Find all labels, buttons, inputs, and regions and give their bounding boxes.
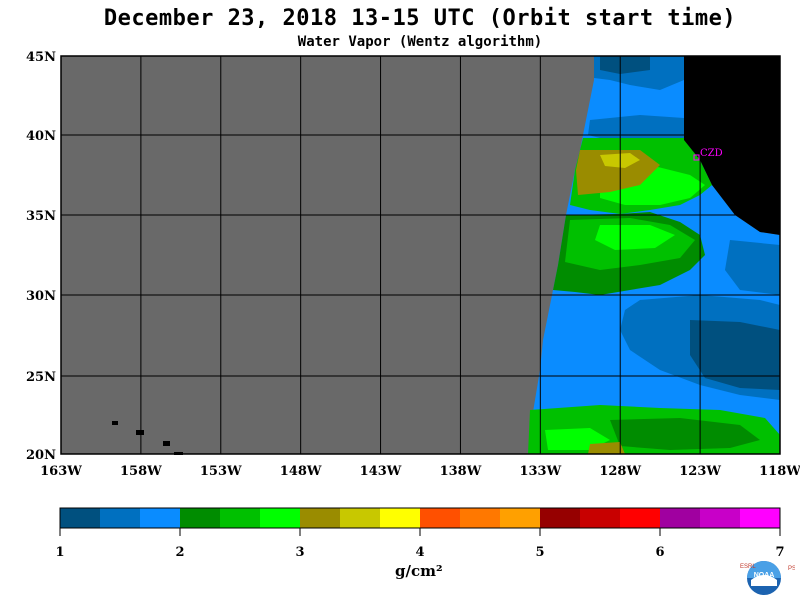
colorbar-swatch: [60, 508, 101, 528]
colorbar-tick-label: 5: [535, 545, 544, 560]
longitude-label: 133W: [519, 464, 561, 479]
latitude-label: 30N: [26, 289, 56, 304]
longitude-label: 138W: [440, 464, 482, 479]
swath-green-lower-lime: [595, 225, 675, 250]
longitude-label: 143W: [360, 464, 402, 479]
colorbar-swatch: [140, 508, 181, 528]
colorbar-swatch: [500, 508, 541, 528]
longitude-label: 118W: [759, 464, 800, 479]
psd-letters: PSD: [788, 566, 795, 572]
colorbar-tick-label: 4: [415, 545, 424, 560]
colorbar-tick-label: 7: [775, 545, 784, 560]
colorbar-swatch: [700, 508, 741, 528]
latitude-label: 35N: [26, 209, 56, 224]
colorbar-swatch: [340, 508, 381, 528]
longitude-label: 123W: [679, 464, 721, 479]
colorbar: [59, 507, 781, 529]
colorbar-swatch: [420, 508, 461, 528]
page-title: December 23, 2018 13-15 UTC (Orbit start…: [103, 6, 737, 31]
swath-green-south-dark: [610, 418, 760, 450]
colorbar-swatch: [300, 508, 341, 528]
colorbar-units: g/cm²: [395, 562, 443, 580]
map-frame: [60, 55, 781, 455]
longitude-label: 158W: [120, 464, 162, 479]
latitude-label: 20N: [26, 448, 56, 463]
swath-darkest-blue-mid: [690, 320, 780, 390]
swath-olive-patch: [576, 150, 660, 195]
colorbar-swatch: [260, 508, 301, 528]
colorbar-swatch: [460, 508, 501, 528]
swath-dark-blue-top-2: [600, 56, 650, 74]
colorbar-swatch: [740, 508, 781, 528]
page-subtitle: Water Vapor (Wentz algorithm): [297, 34, 543, 50]
land-north-america: [684, 56, 780, 235]
longitude-label: 153W: [200, 464, 242, 479]
colorbar-tick-label: 2: [175, 545, 184, 560]
graticule: [61, 56, 780, 454]
station-label: CZD: [700, 148, 723, 159]
colorbar-tick-label: 3: [295, 545, 304, 560]
longitude-label: 128W: [599, 464, 641, 479]
latitude-label: 25N: [26, 370, 56, 385]
longitude-labels: 163W 158W 153W 148W 143W 138W 133W 128W 123W 118W: [40, 464, 800, 479]
colorbar-swatch: [180, 508, 221, 528]
colorbar-ticks: 1 2 3 4 5 6 7: [55, 528, 785, 560]
colorbar-swatch: [660, 508, 701, 528]
noaa-logo: NOAA ESRL PSD: [740, 561, 795, 595]
colorbar-swatch: [620, 508, 661, 528]
colorbar-swatch: [580, 508, 621, 528]
latitude-label: 45N: [26, 50, 56, 65]
longitude-label: 163W: [40, 464, 82, 479]
station-marker-czd: CZD: [693, 148, 723, 161]
colorbar-tick-label: 1: [55, 545, 64, 560]
colorbar-swatch: [100, 508, 141, 528]
latitude-label: 40N: [26, 129, 56, 144]
noaa-logo-text: NOAA: [754, 572, 775, 579]
latitude-labels: 45N 40N 35N 30N 25N 20N: [26, 50, 56, 463]
colorbar-swatch: [380, 508, 421, 528]
swath-blue-40n: [588, 115, 684, 140]
colorbar-swatch: [540, 508, 581, 528]
swath-dark-blue-east: [725, 240, 780, 295]
esrl-letters: ESRL: [740, 564, 756, 570]
longitude-label: 148W: [280, 464, 322, 479]
colorbar-tick-label: 6: [655, 545, 664, 560]
colorbar-swatch: [220, 508, 261, 528]
swath-olive-south: [588, 442, 625, 454]
